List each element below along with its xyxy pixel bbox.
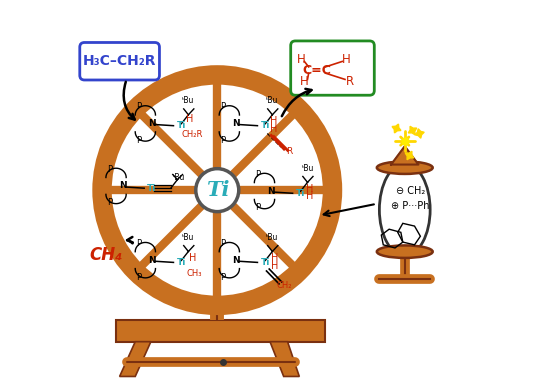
Ellipse shape: [380, 164, 430, 256]
Text: Ti: Ti: [261, 258, 270, 267]
Text: CH₂R: CH₂R: [181, 130, 203, 139]
FancyBboxPatch shape: [116, 320, 325, 342]
Text: P: P: [136, 272, 141, 281]
Text: N: N: [267, 187, 275, 196]
Text: P: P: [220, 102, 225, 111]
Text: ᵗBu: ᵗBu: [182, 96, 194, 105]
Text: Ti: Ti: [206, 180, 229, 200]
Text: ⊖ CH₂: ⊖ CH₂: [396, 186, 425, 196]
Text: P: P: [255, 170, 260, 179]
Text: H: H: [271, 253, 279, 263]
Circle shape: [196, 169, 239, 212]
Polygon shape: [120, 342, 151, 376]
Text: CH₄: CH₄: [89, 246, 123, 263]
Text: P: P: [107, 198, 112, 207]
Text: ᵗBu: ᵗBu: [266, 233, 279, 242]
Text: Ti: Ti: [177, 258, 186, 267]
Text: H: H: [300, 75, 309, 88]
Ellipse shape: [377, 245, 433, 258]
Text: N: N: [148, 119, 156, 128]
Text: R: R: [286, 147, 292, 156]
Circle shape: [102, 75, 333, 305]
Text: H: H: [186, 114, 194, 123]
Polygon shape: [391, 146, 418, 165]
Text: N: N: [232, 256, 240, 265]
Text: ᵗBu: ᵗBu: [182, 233, 194, 242]
Text: H₃C–CH₂R: H₃C–CH₂R: [83, 54, 157, 68]
Text: P: P: [255, 203, 260, 212]
Text: P: P: [220, 272, 225, 281]
Text: N: N: [148, 256, 156, 265]
Text: P: P: [136, 102, 141, 111]
Text: Ti: Ti: [296, 189, 305, 198]
Text: N: N: [119, 181, 126, 191]
Text: H: H: [271, 261, 279, 270]
Text: P: P: [220, 239, 225, 248]
Text: R: R: [346, 75, 354, 88]
Text: P: P: [136, 239, 141, 248]
Text: P: P: [107, 165, 112, 174]
Text: N: N: [232, 119, 240, 128]
Text: Ti: Ti: [261, 121, 270, 130]
Text: H: H: [306, 191, 314, 201]
FancyBboxPatch shape: [80, 42, 159, 80]
Text: C=C: C=C: [302, 64, 332, 76]
Text: P: P: [220, 136, 225, 145]
Text: H: H: [342, 53, 350, 65]
Text: ⊕ P···Ph: ⊕ P···Ph: [392, 201, 430, 211]
Text: P: P: [136, 136, 141, 145]
Text: CH₂: CH₂: [276, 281, 292, 290]
Text: CH₃: CH₃: [187, 269, 202, 278]
Text: H: H: [297, 53, 306, 65]
Ellipse shape: [377, 162, 433, 174]
Text: ᵗBu: ᵗBu: [301, 164, 314, 173]
Text: ᵗBu: ᵗBu: [266, 96, 279, 105]
Polygon shape: [270, 342, 299, 376]
Text: H: H: [270, 124, 278, 134]
FancyBboxPatch shape: [291, 41, 374, 95]
Text: ᵗBu: ᵗBu: [173, 173, 186, 182]
Text: Ti: Ti: [147, 184, 157, 193]
Text: H: H: [306, 183, 314, 194]
Text: Ti: Ti: [177, 121, 186, 130]
Text: H: H: [270, 116, 278, 126]
Text: H: H: [188, 254, 196, 263]
